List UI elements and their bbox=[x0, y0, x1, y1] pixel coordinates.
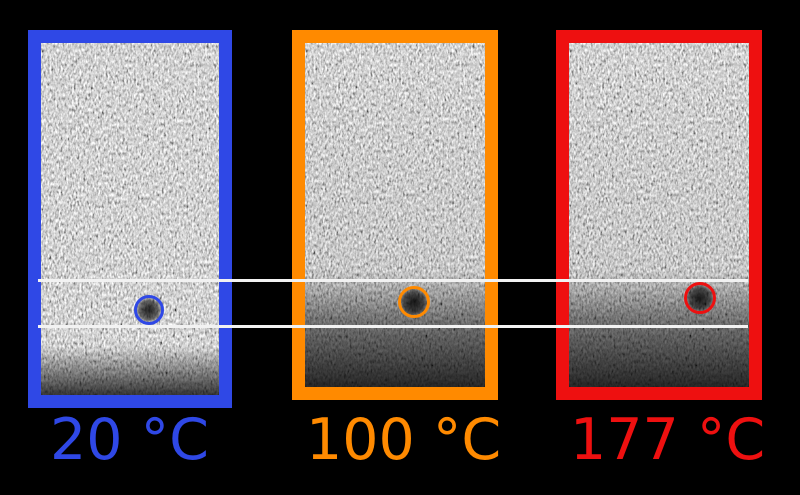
particle-marker-177c bbox=[684, 282, 716, 314]
particle-marker-100c bbox=[398, 286, 430, 318]
speckle-texture bbox=[305, 43, 485, 387]
speckle-texture bbox=[41, 43, 219, 395]
sample-panel-20c bbox=[28, 30, 232, 408]
sample-panel-177c bbox=[556, 30, 762, 400]
guide-line-bottom bbox=[38, 325, 748, 328]
temperature-label-177c: 177 °C bbox=[570, 407, 766, 473]
sample-panel-100c bbox=[292, 30, 498, 400]
guide-line-top bbox=[38, 279, 748, 282]
particle-marker-20c bbox=[134, 295, 164, 325]
speckle-texture bbox=[569, 43, 749, 387]
temperature-label-20c: 20 °C bbox=[50, 407, 209, 473]
temperature-label-100c: 100 °C bbox=[306, 407, 502, 473]
